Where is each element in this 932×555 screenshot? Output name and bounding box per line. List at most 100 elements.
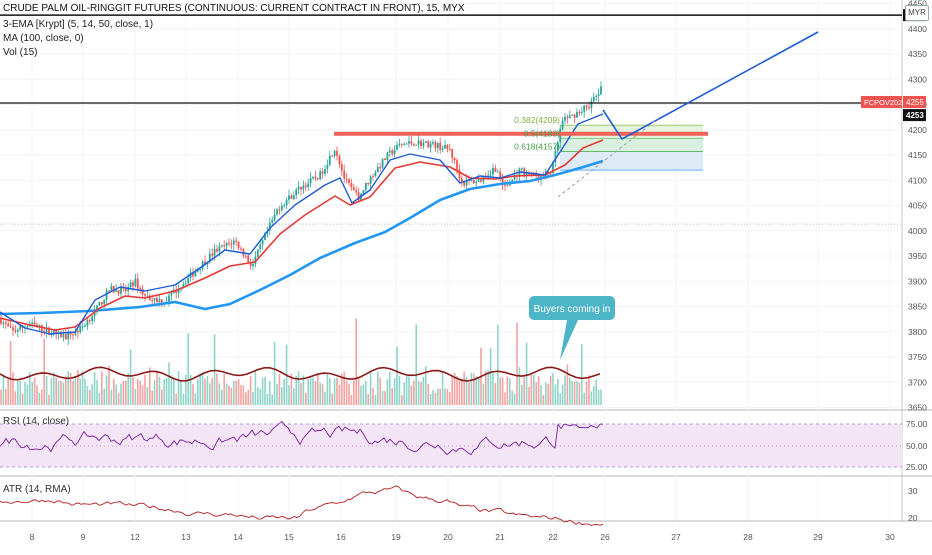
volume-bar xyxy=(120,384,122,405)
price-tick-label: 4300 xyxy=(908,74,927,84)
volume-bar xyxy=(293,388,295,405)
candle-body xyxy=(33,322,36,325)
volume-bar xyxy=(197,379,199,405)
volume-bar xyxy=(45,375,48,405)
candle-layer xyxy=(0,81,602,346)
candle-body xyxy=(429,143,432,148)
volume-bar xyxy=(242,385,245,405)
time-tick-label: 9 xyxy=(81,532,86,542)
price-tick-label: 4400 xyxy=(908,24,927,34)
price-axis[interactable]: 4450440043504300425042004150410040504000… xyxy=(861,0,927,413)
candle-body xyxy=(307,183,310,187)
currency-button[interactable]: MYR xyxy=(905,5,929,21)
indicator-layer xyxy=(0,113,604,382)
volume-bar xyxy=(115,384,117,405)
volume-bar xyxy=(189,374,192,405)
volume-bar xyxy=(127,372,129,405)
rsi-label[interactable]: RSI (14, close) xyxy=(3,416,70,427)
price-badge-4253 xyxy=(903,109,926,122)
volume-bar xyxy=(559,393,561,405)
volume-bar xyxy=(187,333,189,405)
volume-bar xyxy=(57,380,60,405)
candle-body xyxy=(489,174,492,176)
volume-bar xyxy=(182,393,185,405)
candle-body xyxy=(576,112,578,118)
ema-indicator-label[interactable]: 3-EMA [Krypt] (5, 14, 50, close, 1) xyxy=(3,19,154,30)
volume-bar xyxy=(170,375,173,405)
candle-body xyxy=(120,287,122,294)
candle-body xyxy=(316,178,319,180)
candle-body xyxy=(496,171,499,173)
projection-path[interactable] xyxy=(602,31,819,141)
volume-bar xyxy=(499,377,501,405)
volume-bar xyxy=(449,392,451,405)
volume-bar xyxy=(29,372,31,405)
atr-label[interactable]: ATR (14, RMA) xyxy=(3,484,71,495)
volume-bar xyxy=(369,372,372,405)
volume-bar xyxy=(101,371,103,405)
volume-bar xyxy=(458,379,461,405)
volume-bar xyxy=(393,378,396,405)
candle-body xyxy=(64,334,67,340)
resistance-zone[interactable] xyxy=(334,131,708,136)
candle-body xyxy=(19,325,22,330)
candle-body xyxy=(583,105,586,112)
volume-bar xyxy=(432,389,434,405)
candle-body xyxy=(460,178,463,183)
candle-body xyxy=(420,140,422,147)
ema-mid-line xyxy=(0,139,604,331)
fib-zone-618 xyxy=(560,151,703,171)
candle-body xyxy=(458,169,461,179)
volume-indicator-label[interactable]: Vol (15) xyxy=(3,47,38,58)
volume-bar xyxy=(595,379,597,405)
candle-body xyxy=(451,149,454,158)
price-tick-label: 4450 xyxy=(908,0,927,9)
volume-bar xyxy=(278,373,281,405)
callout-bubble[interactable] xyxy=(529,296,615,320)
candle-body xyxy=(84,325,86,327)
candle-body xyxy=(400,143,403,145)
candle-body xyxy=(410,141,413,144)
volume-bar xyxy=(312,377,314,405)
candle-body xyxy=(170,292,173,296)
candle-body xyxy=(381,158,384,168)
candle-body xyxy=(600,86,602,95)
volume-bar xyxy=(264,376,266,405)
candle-body xyxy=(52,330,55,335)
volume-bar xyxy=(357,377,360,405)
drawings-layer[interactable]: 0.382(4209) 0.5(4183) 0.618(4157) Buyers co… xyxy=(0,14,902,360)
symbol-title[interactable]: CRUDE PALM OIL-RINGGIT FUTURES (CONTINUO… xyxy=(3,3,465,14)
volume-bar xyxy=(600,389,602,405)
candle-body xyxy=(235,240,238,242)
candle-body xyxy=(31,322,34,325)
volume-bar xyxy=(381,390,384,405)
rsi-pane[interactable]: 75.00 50.00 25.00 xyxy=(0,419,928,472)
candle-body xyxy=(566,116,569,119)
volume-bar xyxy=(96,379,98,405)
volume-bar xyxy=(427,383,429,405)
candle-body xyxy=(434,142,437,148)
volume-bar xyxy=(365,380,367,405)
candle-body xyxy=(196,269,199,272)
volume-bar xyxy=(331,393,333,405)
volume-bar xyxy=(554,384,557,405)
candle-body xyxy=(290,195,293,199)
volume-bar xyxy=(228,385,230,405)
volume-bar xyxy=(302,375,305,405)
candle-body xyxy=(204,261,206,265)
candle-body xyxy=(211,253,214,256)
ma-indicator-label[interactable]: MA (100, close, 0) xyxy=(3,33,84,44)
trendline-dashed[interactable] xyxy=(557,116,661,198)
candle-body xyxy=(408,141,410,144)
volume-bar xyxy=(473,373,475,405)
volume-bar xyxy=(321,384,324,405)
candle-body xyxy=(244,255,247,257)
candle-body xyxy=(230,243,233,245)
volume-bar xyxy=(336,377,338,405)
volume-bar xyxy=(5,388,7,405)
time-axis[interactable]: 8 9 12 13 14 15 16 19 20 21 22 26 27 28 29 30 xyxy=(30,532,895,542)
volume-bar xyxy=(297,371,300,405)
atr-pane[interactable]: 30 20 xyxy=(0,485,918,526)
